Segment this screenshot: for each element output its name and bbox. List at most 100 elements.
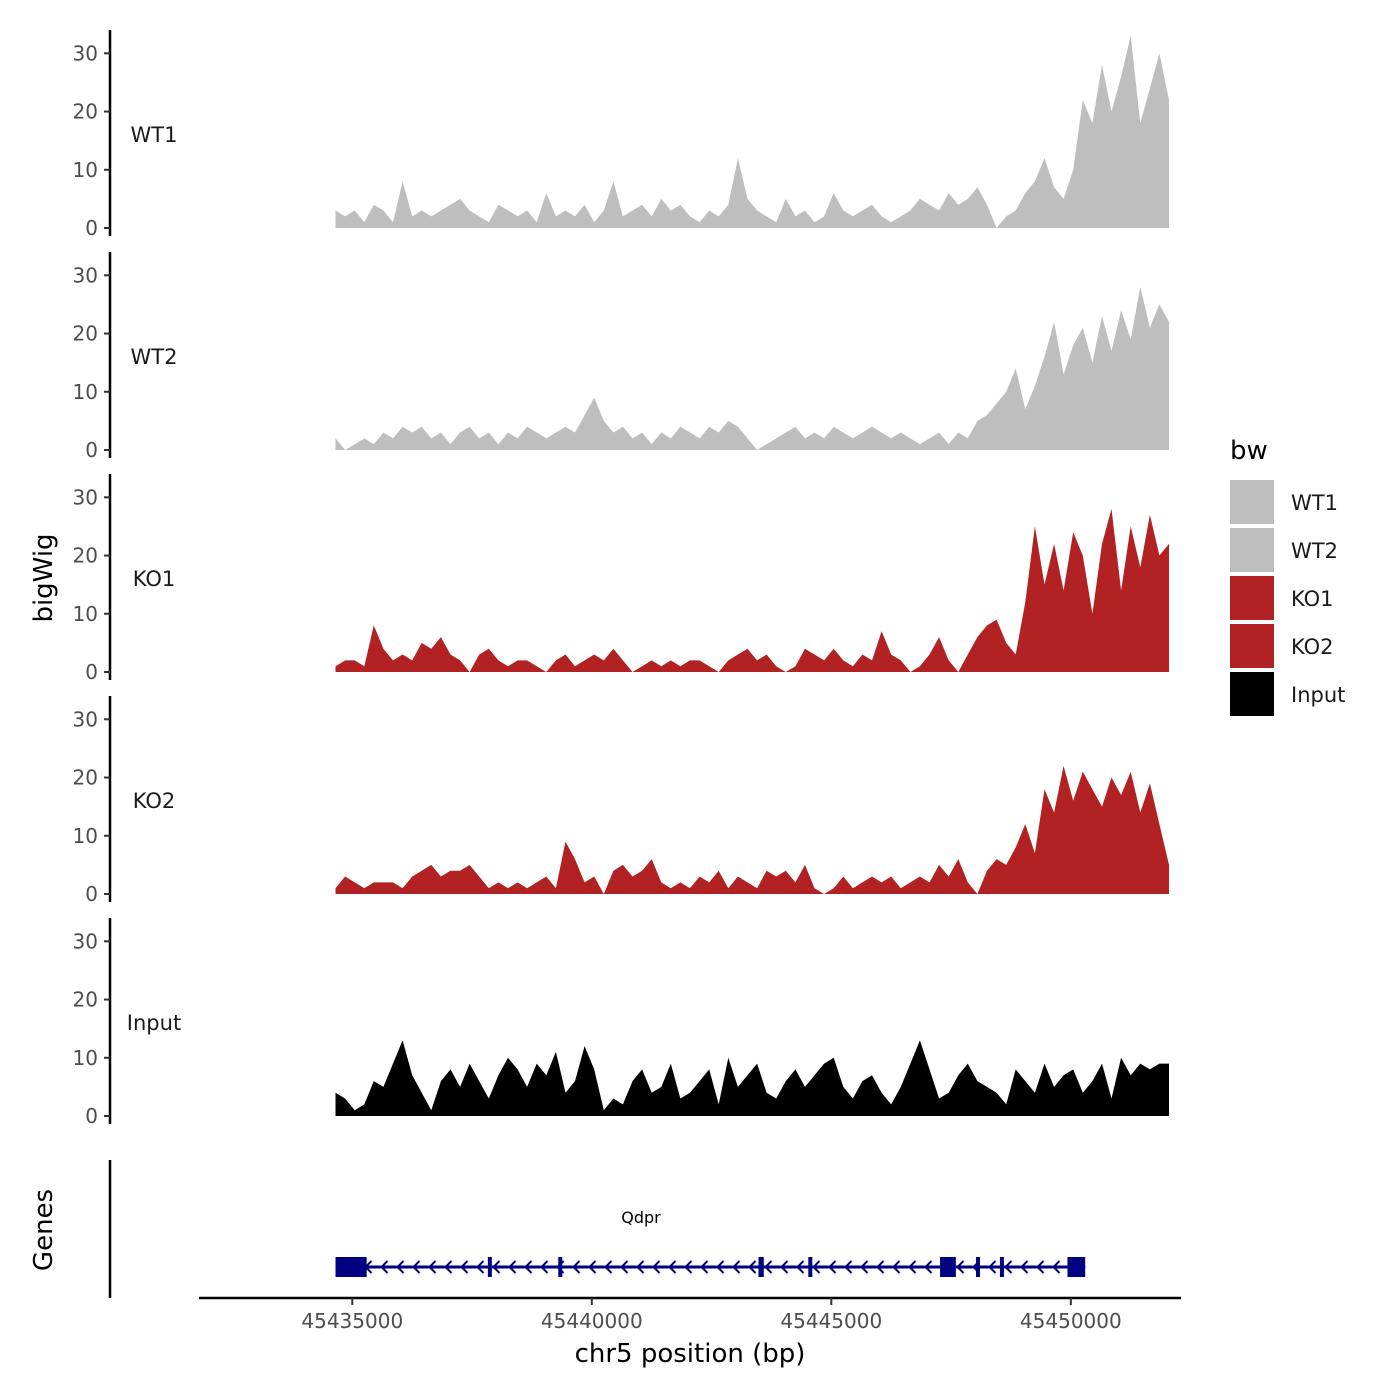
- signal-area-wt1: [335, 35, 1169, 228]
- strand-arrow: [844, 1260, 853, 1274]
- y-tick-label: 30: [73, 41, 98, 65]
- strand-arrow: [572, 1260, 581, 1274]
- track-label-ko2: KO2: [133, 789, 176, 813]
- track-ko1: 0 10 20 30 KO1: [73, 474, 1169, 684]
- strand-arrow: [524, 1260, 533, 1274]
- legend: bw WT1 WT2 KO1 KO2 Input: [1230, 436, 1345, 716]
- strand-arrow: [892, 1260, 901, 1274]
- strand-arrow: [652, 1260, 661, 1274]
- strand-arrow: [444, 1260, 453, 1274]
- y-tick-label: 20: [73, 766, 98, 790]
- strand-arrow: [1052, 1260, 1061, 1274]
- x-tick-label: 45440000: [541, 1309, 643, 1333]
- y-tick-label: 10: [73, 158, 98, 182]
- gene-exon: [975, 1257, 980, 1277]
- strand-arrow: [732, 1260, 741, 1274]
- y-tick-label: 10: [73, 824, 98, 848]
- signal-area-ko2: [335, 765, 1169, 894]
- legend-key-ko2: [1230, 624, 1274, 668]
- strand-arrow: [988, 1260, 997, 1274]
- bigwig-tracks: 0 10 20 30 WT1 0 10 20 30 WT2 0 10 20 30 KO1 0 10 20 30 KO2…: [73, 30, 1169, 1128]
- y-tick-label: 10: [73, 1046, 98, 1070]
- track-input: 0 10 20 30 Input: [73, 918, 1169, 1128]
- strand-arrow: [684, 1260, 693, 1274]
- signal-area-wt2: [335, 286, 1169, 450]
- strand-arrow: [668, 1260, 677, 1274]
- y-tick-label: 20: [73, 100, 98, 124]
- y-tick-label: 10: [73, 380, 98, 404]
- strand-arrow: [924, 1260, 933, 1274]
- signal-area-ko1: [335, 508, 1169, 672]
- legend-label-ko2: KO2: [1291, 635, 1334, 659]
- strand-arrow: [396, 1260, 405, 1274]
- strand-arrow: [796, 1260, 805, 1274]
- strand-arrow: [508, 1260, 517, 1274]
- track-wt1: 0 10 20 30 WT1: [73, 30, 1169, 240]
- strand-arrow: [492, 1260, 501, 1274]
- legend-label-ko1: KO1: [1291, 587, 1334, 611]
- gene-exon: [758, 1257, 764, 1277]
- strand-arrow: [380, 1260, 389, 1274]
- gene-exon: [487, 1257, 492, 1277]
- gene-name-label: Qdpr: [621, 1208, 661, 1227]
- y-tick-label: 0: [85, 1104, 98, 1128]
- strand-arrow: [860, 1260, 869, 1274]
- strand-arrow: [412, 1260, 421, 1274]
- track-wt2: 0 10 20 30 WT2: [73, 252, 1169, 462]
- strand-arrow: [428, 1260, 437, 1274]
- legend-title: bw: [1230, 436, 1268, 466]
- gene-exon: [808, 1257, 813, 1277]
- legend-key-input: [1230, 672, 1274, 716]
- strand-arrow: [604, 1260, 613, 1274]
- legend-key-wt2: [1230, 528, 1274, 572]
- y-tick-label: 20: [73, 322, 98, 346]
- y-tick-label: 0: [85, 438, 98, 462]
- signal-area-input: [335, 1040, 1169, 1116]
- y-tick-label: 30: [73, 707, 98, 731]
- y-tick-label: 20: [73, 544, 98, 568]
- x-axis-title: chr5 position (bp): [575, 1339, 806, 1369]
- x-axis: 45435000 45440000 45445000 45450000: [199, 1296, 1181, 1333]
- x-tick-label: 45445000: [780, 1309, 882, 1333]
- y-tick-label: 10: [73, 602, 98, 626]
- strand-arrow: [1004, 1260, 1013, 1274]
- track-label-wt2: WT2: [131, 345, 178, 369]
- gene-exon: [1067, 1257, 1086, 1277]
- strand-arrow: [764, 1260, 773, 1274]
- track-label-input: Input: [127, 1011, 181, 1035]
- gene-exon: [940, 1257, 956, 1277]
- legend-key-wt1: [1230, 480, 1274, 524]
- strand-arrow: [812, 1260, 821, 1274]
- legend-label-input: Input: [1291, 683, 1345, 707]
- strand-arrow: [780, 1260, 789, 1274]
- strand-arrow: [700, 1260, 709, 1274]
- strand-arrow: [876, 1260, 885, 1274]
- strand-arrow: [1020, 1260, 1029, 1274]
- strand-arrow: [540, 1260, 549, 1274]
- strand-arrow: [620, 1260, 629, 1274]
- strand-arrow: [908, 1260, 917, 1274]
- gene-track: Qdpr: [108, 1160, 1086, 1298]
- y-axis-title: bigWig: [29, 533, 59, 622]
- x-tick-label: 45450000: [1020, 1309, 1122, 1333]
- strand-arrow: [588, 1260, 597, 1274]
- y-tick-label: 20: [73, 988, 98, 1012]
- track-label-wt1: WT1: [131, 123, 178, 147]
- strand-arrow: [716, 1260, 725, 1274]
- strand-arrow: [956, 1260, 965, 1274]
- gene-exon: [335, 1257, 367, 1277]
- legend-key-ko1: [1230, 576, 1274, 620]
- strand-arrow: [1036, 1260, 1045, 1274]
- strand-arrow: [476, 1260, 485, 1274]
- gene-exon: [999, 1257, 1004, 1277]
- genes-axis-title: Genes: [29, 1189, 59, 1271]
- strand-arrow: [636, 1260, 645, 1274]
- strand-arrow: [460, 1260, 469, 1274]
- strand-arrow: [828, 1260, 837, 1274]
- gene-exon: [558, 1257, 563, 1277]
- track-label-ko1: KO1: [133, 567, 176, 591]
- y-tick-label: 30: [73, 485, 98, 509]
- track-ko2: 0 10 20 30 KO2: [73, 696, 1169, 906]
- x-tick-label: 45435000: [301, 1309, 403, 1333]
